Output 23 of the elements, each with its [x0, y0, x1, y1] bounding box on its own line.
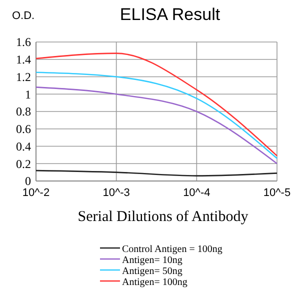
legend-label: Control Antigen = 100ng	[122, 244, 222, 255]
y-tick-label: 0.6	[16, 122, 31, 136]
y-tick-label: 0.8	[16, 104, 31, 119]
legend-label: Antigen= 10ng	[122, 255, 182, 266]
line-series	[35, 52, 278, 156]
y-tick-label: 0.4	[16, 139, 31, 154]
x-axis-title: Serial Dilutions of Antibody	[78, 209, 249, 225]
y-tick-label: 1	[25, 87, 31, 102]
y-tick-label: 0	[25, 174, 31, 188]
legend-label: Antigen= 100ng	[122, 277, 188, 288]
y-tick-label: 1.6	[16, 35, 31, 50]
y-tick-label: 1.2	[16, 70, 31, 84]
line-series	[35, 86, 278, 164]
y-tick-label: 1.4	[16, 52, 31, 67]
line-series	[35, 72, 278, 160]
x-tick-label: 10^-4	[183, 187, 210, 199]
chart-title: ELISA Result	[120, 5, 220, 24]
x-tick-label: 10^-3	[102, 187, 130, 199]
legend-label: Antigen= 50ng	[122, 266, 182, 277]
x-tick-label: 10^-5	[263, 187, 291, 199]
y-tick-label: 0.2	[16, 156, 31, 171]
x-tick-label: 10^-2	[22, 187, 50, 199]
y-axis-title: O.D.	[12, 10, 35, 22]
